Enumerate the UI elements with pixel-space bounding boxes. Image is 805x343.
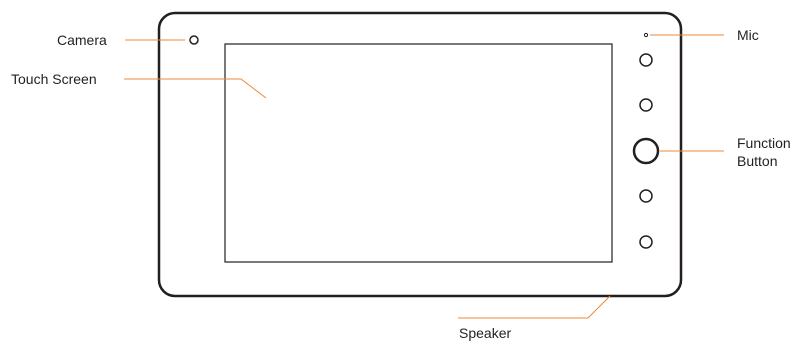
camera-icon (189, 35, 199, 45)
touch-screen-label: Touch Screen (11, 71, 97, 87)
camera-label: Camera (57, 32, 107, 48)
side-button-1[interactable] (639, 53, 653, 67)
speaker-leader (458, 295, 611, 319)
speaker-label: Speaker (459, 325, 511, 341)
side-button-3[interactable] (639, 189, 653, 203)
side-button-2[interactable] (639, 98, 653, 112)
mic-icon (643, 32, 649, 38)
function-button[interactable] (632, 137, 660, 165)
side-button-4[interactable] (639, 235, 653, 249)
leader-lines (124, 34, 724, 319)
touch-screen-panel (224, 43, 613, 263)
mic-label: Mic (737, 27, 759, 43)
function-button-label-line1: Function (737, 135, 791, 151)
function-button-label-line2: Button (737, 153, 777, 169)
touch-screen-leader (124, 78, 267, 99)
